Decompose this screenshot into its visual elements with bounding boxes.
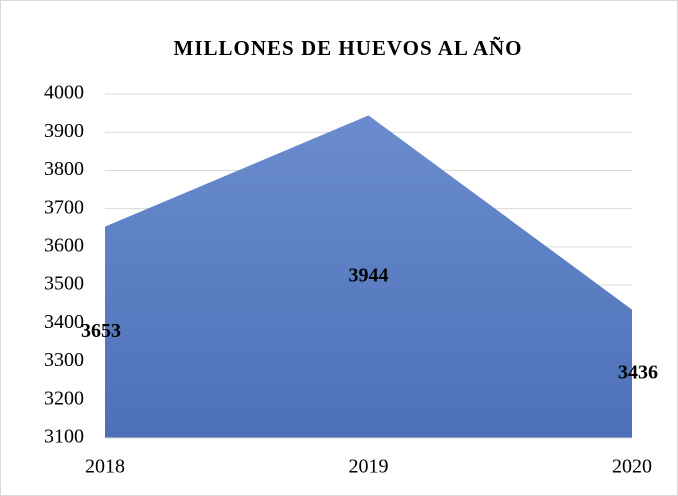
- data-label: 3436: [618, 361, 658, 383]
- data-label: 3653: [81, 320, 121, 342]
- chart-title: MILLONES DE HUEVOS AL AÑO: [174, 36, 523, 60]
- x-tick-label: 2020: [612, 456, 652, 478]
- y-tick-label: 3800: [44, 158, 84, 180]
- x-tick-label: 2018: [85, 456, 125, 478]
- y-tick-label: 3100: [44, 426, 84, 448]
- y-tick-label: 3400: [44, 311, 84, 333]
- area: [105, 115, 632, 438]
- data-label: 3944: [349, 264, 389, 286]
- y-tick-label: 3900: [44, 120, 84, 142]
- y-tick-label: 3300: [44, 349, 84, 371]
- y-tick-label: 3200: [44, 387, 84, 409]
- y-tick-label: 4000: [44, 82, 84, 104]
- x-tick-label: 2019: [349, 456, 389, 478]
- y-tick-label: 3700: [44, 196, 84, 218]
- y-tick-label: 3600: [44, 234, 84, 256]
- y-tick-label: 3500: [44, 273, 84, 295]
